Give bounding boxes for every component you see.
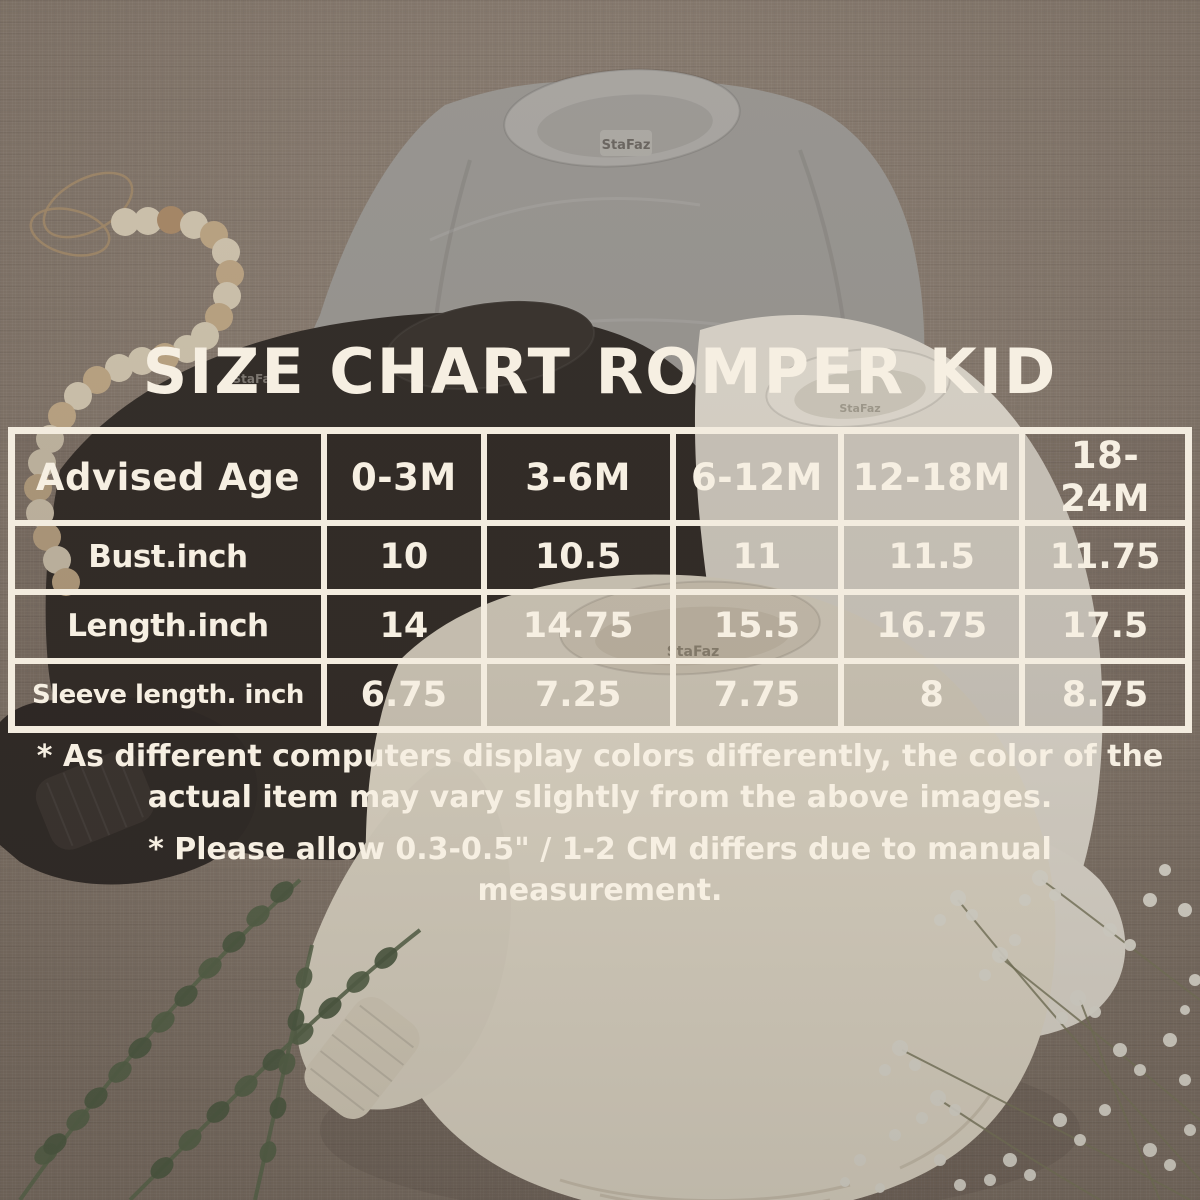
brand-tag-gray: StaFaz <box>602 138 651 153</box>
bead-garland <box>24 171 244 596</box>
header-cell-3-6m: 3-6M <box>483 431 673 523</box>
babys-breath-flowers <box>840 864 1200 1200</box>
bust-value: 10.5 <box>483 523 673 592</box>
note-color-disclaimer: * As different computers display colors … <box>36 739 1164 816</box>
bust-value: 10 <box>323 523 484 592</box>
length-value: 16.75 <box>841 591 1023 661</box>
disclaimer-notes: * As different computers display colors … <box>0 736 1200 922</box>
size-chart-table: Advised Age 0-3M 3-6M 6-12M 12-18M 18-24… <box>8 427 1192 733</box>
bust-value: 11.5 <box>841 523 1023 592</box>
header-cell-18-24m: 18-24M <box>1022 431 1188 523</box>
header-cell-6-12m: 6-12M <box>672 431 842 523</box>
page-title: SIZE CHART ROMPER KID <box>142 334 1058 408</box>
sleeve-value: 6.75 <box>323 660 484 729</box>
sleeve-value: 7.75 <box>672 660 842 729</box>
sleeve-value: 8.75 <box>1022 660 1188 729</box>
length-value: 14 <box>323 591 484 661</box>
row-label-sleeve: Sleeve length. inch <box>12 660 324 729</box>
brand-tag-white: StaFaz <box>839 402 880 415</box>
brand-tag-cream: StaFaz <box>667 644 720 660</box>
length-value: 14.75 <box>483 591 673 661</box>
header-cell-advised-age: Advised Age <box>12 431 324 523</box>
bust-value: 11.75 <box>1022 523 1188 592</box>
bust-value: 11 <box>672 523 842 592</box>
brand-tag-black: StaFaz <box>232 372 277 386</box>
header-cell-0-3m: 0-3M <box>323 431 484 523</box>
length-value: 15.5 <box>672 591 842 661</box>
row-label-bust: Bust.inch <box>12 523 324 592</box>
note-measurement-disclaimer: * Please allow 0.3-0.5" / 1-2 CM differs… <box>148 831 1052 909</box>
sleeve-value: 8 <box>841 660 1023 729</box>
length-value: 17.5 <box>1022 591 1188 661</box>
sleeve-value: 7.25 <box>483 660 673 729</box>
row-label-length: Length.inch <box>12 591 324 661</box>
header-cell-12-18m: 12-18M <box>841 431 1023 523</box>
eucalyptus-branches <box>18 878 422 1200</box>
